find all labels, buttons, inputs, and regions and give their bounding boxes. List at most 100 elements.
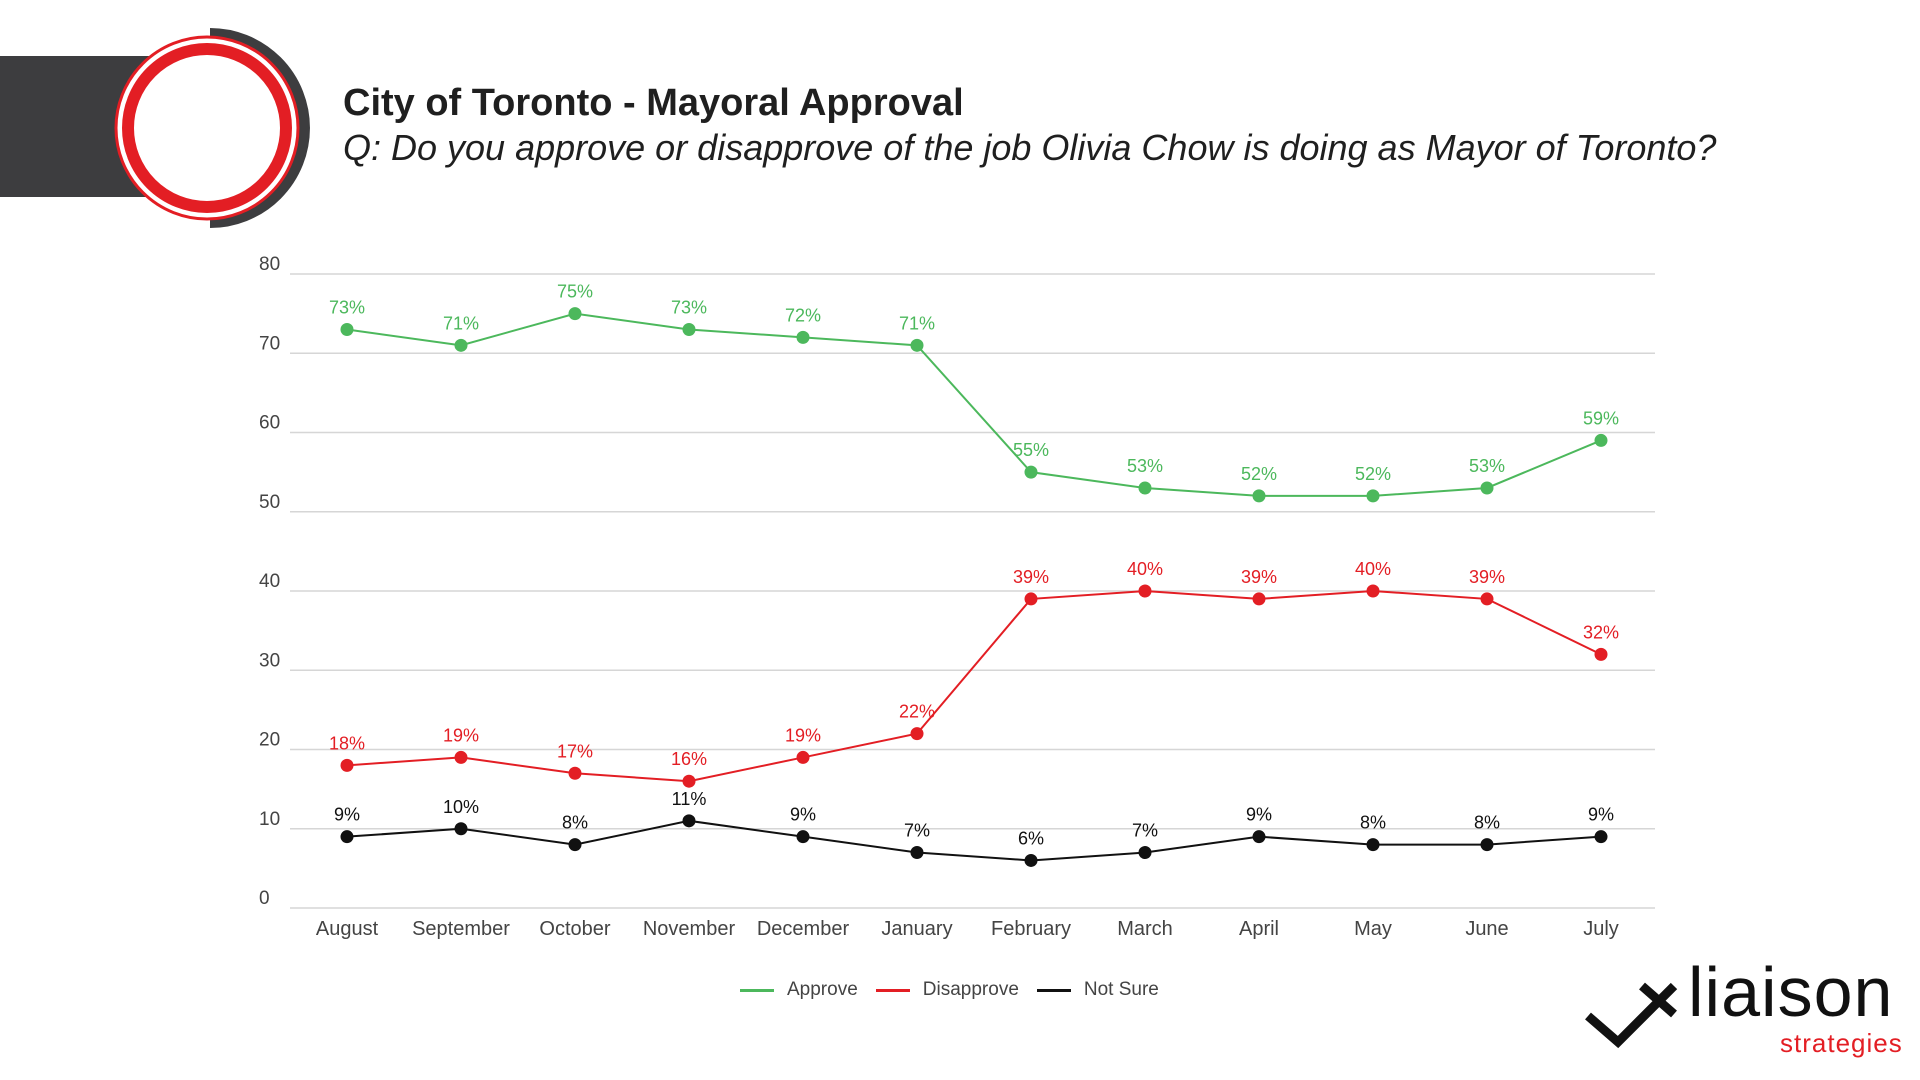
data-label: 7% [904, 821, 930, 841]
legend-item-approve[interactable]: Approve [740, 979, 858, 1001]
legend-item-disapprove[interactable]: Disapprove [875, 979, 1019, 1001]
y-tick-label: 60 [259, 413, 280, 434]
data-label: 40% [1355, 559, 1391, 579]
x-tick-label: June [1465, 918, 1508, 940]
data-label: 10% [443, 797, 479, 817]
data-label: 18% [329, 733, 365, 753]
data-point[interactable] [568, 838, 582, 852]
y-tick-label: 80 [259, 254, 280, 275]
data-point[interactable] [1252, 830, 1266, 844]
y-tick-label: 50 [259, 492, 280, 513]
x-tick-label: April [1239, 918, 1279, 940]
gridlines [290, 273, 1655, 909]
data-point[interactable] [1252, 592, 1266, 606]
liaison-logo: liaison strategies [1580, 953, 1910, 1062]
data-point[interactable] [796, 750, 810, 764]
legend-swatch-not-sure [1036, 988, 1071, 992]
data-label: 6% [1018, 828, 1044, 848]
data-point[interactable] [454, 822, 468, 836]
banner-thick-ring [122, 43, 292, 213]
data-point[interactable] [1594, 830, 1608, 844]
data-point[interactable] [1138, 584, 1152, 598]
data-point[interactable] [1480, 838, 1494, 852]
data-label: 72% [785, 305, 821, 325]
x-tick-label: August [316, 918, 379, 940]
data-point[interactable] [1024, 592, 1038, 606]
data-label: 9% [1588, 805, 1614, 825]
data-point[interactable] [1594, 433, 1608, 447]
data-labels: 73% 71% 75% 73% 72% 71% 55% 53% 52% 52% 53% 59% 18% 1… [329, 282, 1619, 849]
series-lines [340, 307, 1608, 867]
data-point[interactable] [1366, 489, 1380, 503]
y-tick-label: 0 [259, 888, 270, 909]
x-tick-label: October [539, 918, 610, 940]
data-label: 55% [1013, 440, 1049, 460]
data-point[interactable] [682, 322, 696, 336]
logo-subtitle: strategies [1780, 1028, 1903, 1058]
data-point[interactable] [1594, 647, 1608, 661]
data-point[interactable] [568, 307, 582, 321]
data-point[interactable] [910, 338, 924, 352]
data-label: 17% [557, 741, 593, 761]
x-tick-label: May [1354, 918, 1392, 940]
data-label: 40% [1127, 559, 1163, 579]
data-point[interactable] [910, 727, 924, 741]
data-label: 39% [1241, 567, 1277, 587]
data-point[interactable] [1024, 465, 1038, 479]
data-label: 8% [1474, 813, 1500, 833]
data-point[interactable] [1024, 853, 1038, 867]
header-banner-graphic [0, 28, 310, 228]
data-point[interactable] [796, 330, 810, 344]
y-tick-label: 20 [259, 730, 280, 751]
data-label: 53% [1469, 456, 1505, 476]
data-label: 71% [443, 313, 479, 333]
logo-wordmark: liaison [1688, 953, 1894, 1031]
data-point[interactable] [1138, 481, 1152, 495]
data-point[interactable] [1366, 584, 1380, 598]
chart-subtitle: Q: Do you approve or disapprove of the j… [343, 127, 1717, 168]
y-tick-label: 10 [259, 809, 280, 830]
data-label: 9% [334, 805, 360, 825]
data-point[interactable] [454, 338, 468, 352]
data-point[interactable] [796, 830, 810, 844]
data-point[interactable] [1138, 846, 1152, 860]
data-label: 75% [557, 282, 593, 302]
data-label: 8% [562, 813, 588, 833]
x-tick-label: January [881, 918, 952, 940]
data-point[interactable] [340, 758, 354, 772]
data-point[interactable] [910, 846, 924, 860]
data-point[interactable] [1366, 838, 1380, 852]
chart-title: City of Toronto - Mayoral Approval [343, 82, 964, 124]
data-point[interactable] [682, 814, 696, 828]
y-axis-ticks: 0 10 20 30 40 50 60 70 80 [259, 254, 280, 909]
legend-label-disapprove: Disapprove [922, 979, 1019, 1000]
legend-swatch-disapprove [875, 988, 910, 992]
data-label: 52% [1355, 464, 1391, 484]
legend-item-not-sure[interactable]: Not Sure [1036, 979, 1159, 1001]
data-point[interactable] [454, 750, 468, 764]
data-point[interactable] [1480, 481, 1494, 495]
data-point[interactable] [1252, 489, 1266, 503]
liaison-chevron-icon [1585, 982, 1678, 1049]
data-label: 19% [443, 725, 479, 745]
legend-label-approve: Approve [787, 979, 858, 1000]
data-point[interactable] [568, 766, 582, 780]
banner-outer-arc [209, 28, 310, 228]
legend-label-not-sure: Not Sure [1083, 979, 1159, 1000]
data-label: 16% [671, 749, 707, 769]
series-line-not-sure [346, 819, 1602, 862]
series-line-approve [346, 312, 1602, 497]
data-label: 73% [671, 297, 707, 317]
data-point[interactable] [682, 774, 696, 788]
y-tick-label: 40 [259, 571, 280, 592]
data-label: 9% [1246, 805, 1272, 825]
data-label: 52% [1241, 464, 1277, 484]
data-label: 32% [1583, 622, 1619, 642]
data-label: 22% [899, 702, 935, 722]
data-point[interactable] [340, 322, 354, 336]
data-point[interactable] [1480, 592, 1494, 606]
data-point[interactable] [340, 830, 354, 844]
x-tick-label: February [991, 918, 1071, 940]
chart-legend: Approve Disapprove Not Sure [740, 979, 1177, 1001]
